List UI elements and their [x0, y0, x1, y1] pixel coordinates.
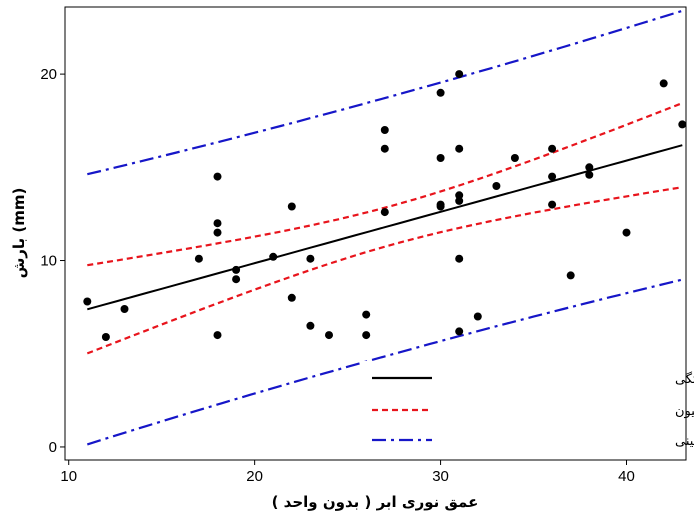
data-point — [455, 191, 464, 200]
regression-line — [87, 144, 683, 311]
data-point — [585, 170, 594, 179]
y-axis-title: بارش (mm) — [10, 188, 28, 279]
x-tick-label: 30 — [432, 468, 449, 485]
prediction-interval-lower — [86, 278, 683, 446]
legend-label: خط همبستگی — [675, 371, 694, 387]
x-tick-label: 20 — [246, 468, 263, 485]
data-point — [455, 144, 464, 153]
data-point — [380, 208, 389, 217]
data-point — [455, 327, 464, 336]
x-tick-label: 40 — [618, 468, 635, 485]
data-point — [325, 331, 333, 340]
data-point — [306, 321, 315, 330]
data-point — [83, 297, 92, 306]
data-point — [232, 265, 241, 274]
prediction-interval-upper — [87, 9, 683, 176]
data-point — [622, 228, 631, 237]
data-point — [194, 254, 203, 263]
legend: خط همبستگی سطح اطمینان 95% خط رگرسیون سطح … — [362, 361, 694, 458]
data-point — [492, 182, 501, 190]
data-point — [101, 333, 110, 341]
data-point — [473, 312, 482, 321]
data-point — [436, 202, 445, 211]
data-point — [213, 172, 222, 181]
regression-lines — [86, 9, 683, 446]
data-point — [548, 200, 557, 209]
data-point — [678, 120, 687, 129]
data-point — [380, 126, 389, 134]
data-point — [120, 305, 129, 313]
data-point — [287, 202, 296, 211]
data-point — [306, 254, 315, 263]
data-point — [269, 252, 278, 261]
legend-label: سطح اطمینان 95% پیش بینی — [675, 434, 694, 449]
data-point — [455, 254, 464, 263]
y-tick-label: 0 — [49, 439, 57, 456]
data-point — [287, 293, 296, 302]
data-point — [436, 88, 445, 97]
data-point — [362, 310, 371, 319]
data-point — [362, 331, 371, 340]
data-point — [213, 219, 222, 228]
legend-box — [362, 361, 684, 458]
data-point — [213, 331, 222, 340]
data-point — [455, 70, 464, 79]
x-axis-title: عمق نوری ابر ( بدون واحد ) — [272, 493, 479, 511]
data-point — [566, 271, 575, 280]
data-point — [455, 196, 464, 205]
x-tick-label: 10 — [60, 468, 77, 485]
data-point — [380, 144, 389, 153]
confidence-band-upper — [87, 102, 683, 267]
y-tick-label: 10 — [40, 253, 57, 270]
legend-label: سطح اطمینان 95% خط رگرسیون — [675, 403, 694, 419]
data-point — [659, 79, 668, 88]
data-point — [213, 228, 222, 237]
data-point — [232, 275, 241, 284]
y-tick-label: 20 — [40, 66, 57, 83]
data-point — [510, 154, 519, 162]
data-point — [436, 154, 445, 162]
data-point — [585, 163, 594, 172]
data-point — [548, 144, 557, 153]
data-point — [548, 172, 557, 181]
data-points — [83, 70, 687, 341]
